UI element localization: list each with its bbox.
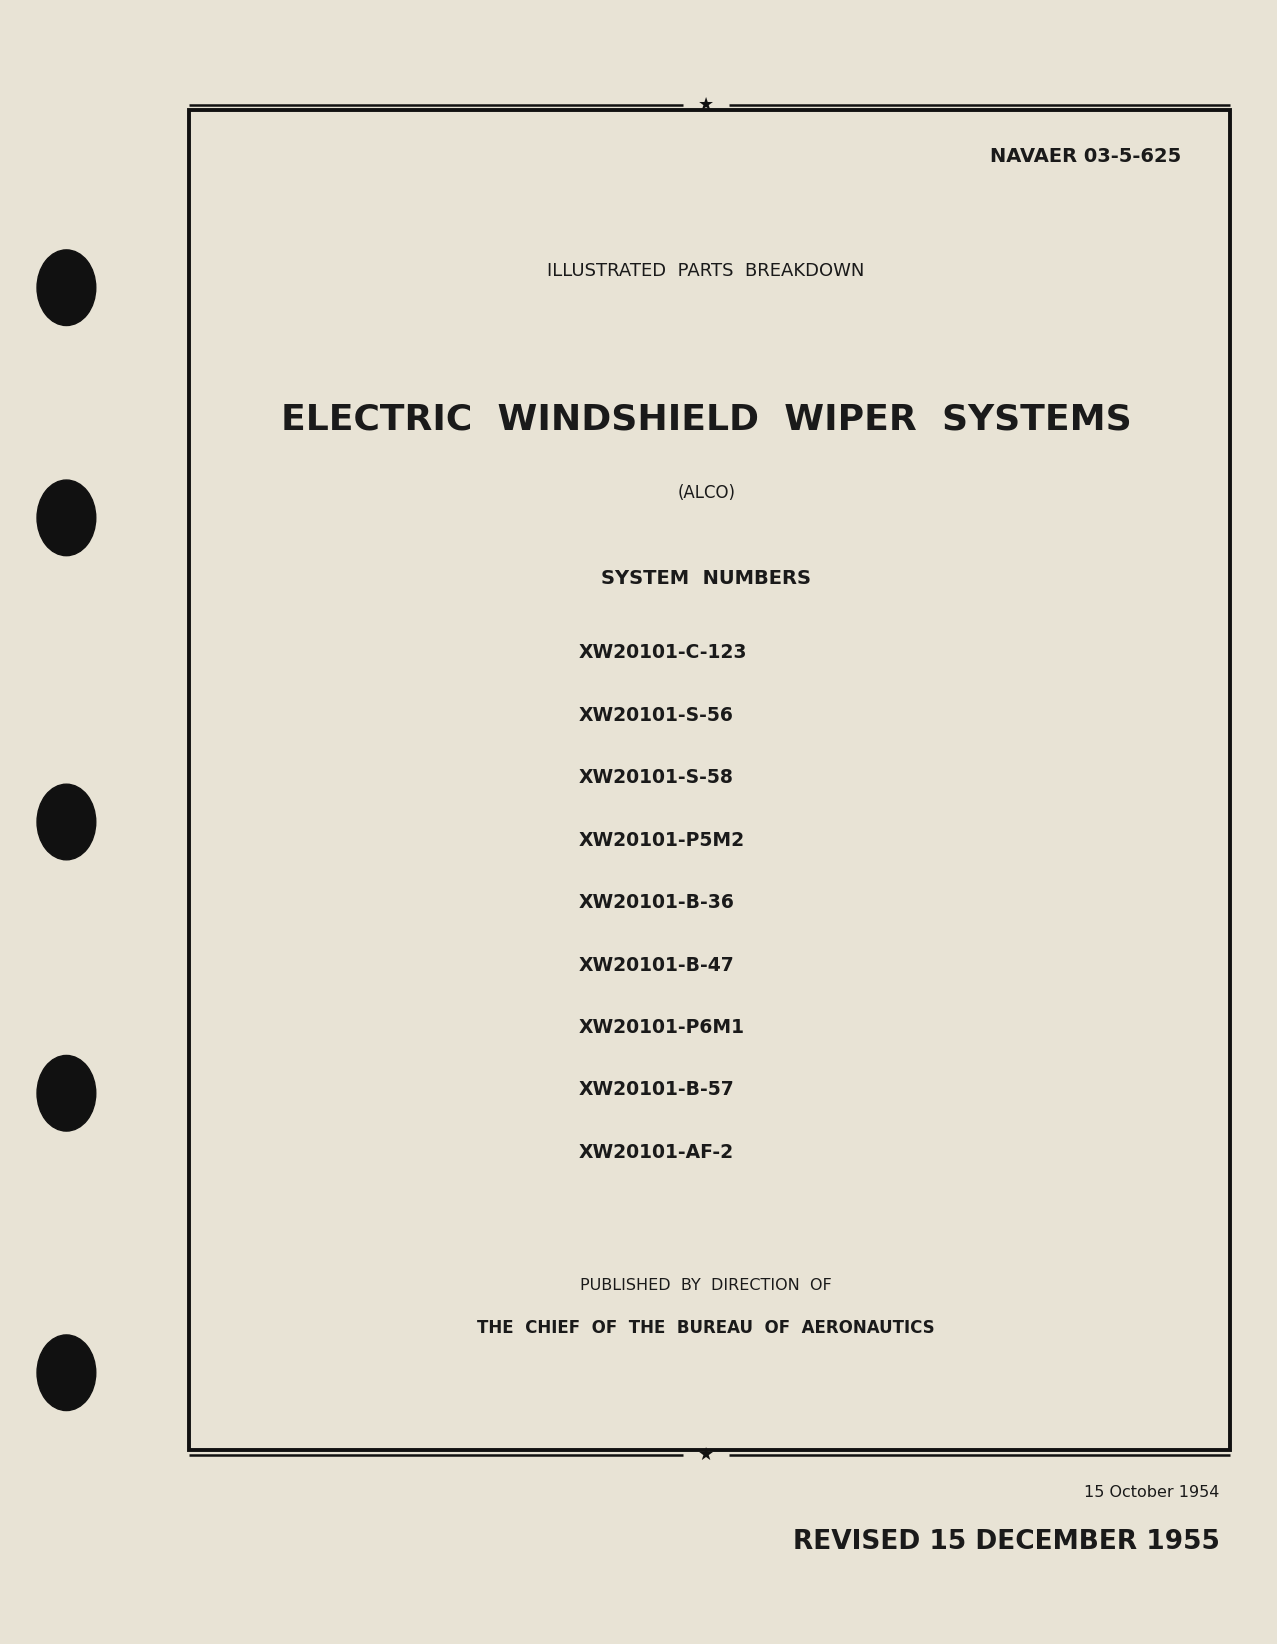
Circle shape (37, 250, 96, 326)
Circle shape (37, 1055, 96, 1131)
Text: THE  CHIEF  OF  THE  BUREAU  OF  AERONAUTICS: THE CHIEF OF THE BUREAU OF AERONAUTICS (478, 1320, 935, 1337)
Text: XW20101-B-36: XW20101-B-36 (578, 893, 734, 912)
Text: NAVAER 03-5-625: NAVAER 03-5-625 (990, 146, 1181, 166)
Text: XW20101-B-47: XW20101-B-47 (578, 955, 734, 975)
Text: REVISED 15 DECEMBER 1955: REVISED 15 DECEMBER 1955 (793, 1529, 1220, 1555)
Text: SYSTEM  NUMBERS: SYSTEM NUMBERS (601, 569, 811, 589)
Text: (ALCO): (ALCO) (677, 485, 736, 501)
Text: PUBLISHED  BY  DIRECTION  OF: PUBLISHED BY DIRECTION OF (580, 1277, 833, 1294)
Text: ILLUSTRATED  PARTS  BREAKDOWN: ILLUSTRATED PARTS BREAKDOWN (548, 263, 865, 279)
Text: ★: ★ (699, 97, 714, 113)
Text: XW20101-C-123: XW20101-C-123 (578, 643, 747, 663)
Circle shape (37, 480, 96, 556)
Circle shape (37, 1335, 96, 1411)
Circle shape (37, 784, 96, 860)
Text: XW20101-AF-2: XW20101-AF-2 (578, 1143, 733, 1162)
Text: XW20101-P5M2: XW20101-P5M2 (578, 830, 744, 850)
Text: XW20101-B-57: XW20101-B-57 (578, 1080, 734, 1100)
Text: XW20101-P6M1: XW20101-P6M1 (578, 1018, 744, 1037)
Text: XW20101-S-56: XW20101-S-56 (578, 705, 733, 725)
Text: ★: ★ (699, 1447, 714, 1463)
Text: XW20101-S-58: XW20101-S-58 (578, 768, 733, 787)
Bar (189, 110, 1230, 1450)
Text: 15 October 1954: 15 October 1954 (1084, 1485, 1220, 1501)
Text: ELECTRIC  WINDSHIELD  WIPER  SYSTEMS: ELECTRIC WINDSHIELD WIPER SYSTEMS (281, 403, 1131, 436)
